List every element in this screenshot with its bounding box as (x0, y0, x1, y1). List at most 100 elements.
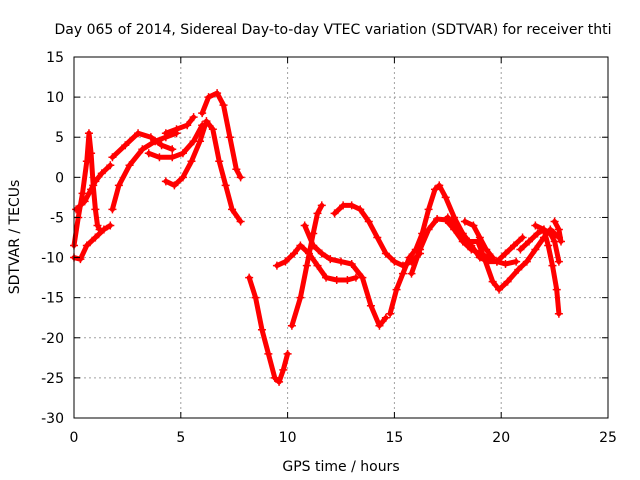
data-point (287, 321, 296, 330)
y-tick-label: 5 (55, 130, 64, 146)
data-point (204, 93, 213, 102)
data-point (302, 261, 311, 270)
data-point (76, 255, 85, 264)
data-point (390, 257, 399, 266)
data-point (236, 217, 245, 226)
data-point (219, 101, 228, 110)
series-line (302, 223, 389, 329)
data-point (213, 89, 222, 98)
data-point (522, 257, 531, 266)
series-arc-8 (161, 113, 198, 138)
data-point (221, 181, 230, 190)
chart-title: Day 065 of 2014, Sidereal Day-to-day VTE… (55, 22, 612, 38)
data-point (157, 141, 166, 150)
data-point (82, 157, 91, 166)
data-point (270, 373, 279, 382)
x-axis-label: GPS time / hours (282, 459, 399, 475)
data-point (343, 276, 352, 285)
data-point (430, 185, 439, 194)
data-point (531, 221, 540, 230)
data-point (514, 265, 523, 274)
data-point (548, 261, 557, 270)
data-point (125, 161, 134, 170)
y-tick-label: -25 (41, 371, 64, 387)
data-point (435, 181, 444, 190)
y-tick-label: 15 (46, 50, 64, 66)
data-point (356, 205, 365, 214)
data-point (232, 165, 241, 174)
data-point (317, 249, 326, 258)
data-point (272, 261, 281, 270)
data-point (554, 309, 563, 318)
data-point (501, 259, 510, 268)
data-point (460, 217, 469, 226)
data-point (326, 255, 335, 264)
data-point (196, 137, 205, 146)
series-line (246, 275, 291, 385)
data-point (454, 225, 463, 234)
data-point (375, 321, 384, 330)
series-arc-18 (460, 217, 497, 262)
data-point (296, 241, 305, 250)
series-line (73, 162, 113, 212)
data-point (501, 249, 510, 258)
data-point (337, 257, 345, 266)
data-point (424, 205, 433, 214)
data-point (322, 273, 331, 282)
data-point (189, 113, 198, 122)
data-point (398, 269, 407, 278)
series-arc-9 (198, 89, 245, 182)
plot-frame (73, 56, 609, 419)
series-arc-2 (70, 221, 115, 264)
series-line (274, 243, 359, 283)
data-point (91, 177, 100, 186)
data-point (146, 133, 155, 142)
data-point (554, 225, 563, 234)
data-point (138, 145, 147, 154)
data-point (208, 125, 217, 134)
series-line (71, 223, 113, 262)
data-point (168, 153, 177, 162)
x-tick-label: 0 (70, 430, 79, 446)
data-point (407, 269, 416, 278)
data-point (475, 233, 484, 242)
data-point (257, 325, 266, 334)
data-point (358, 273, 367, 282)
x-tick-label: 15 (385, 430, 403, 446)
data-point (170, 181, 179, 190)
data-point (198, 109, 207, 118)
data-point (366, 301, 375, 310)
data-point (172, 125, 181, 134)
series-arc-10 (245, 273, 292, 386)
data-point (313, 209, 322, 218)
series-line (387, 182, 526, 317)
y-tick-label: -10 (41, 251, 64, 267)
data-point (317, 201, 326, 210)
data-point (381, 313, 390, 322)
data-point (373, 233, 382, 242)
x-tick-label: 20 (492, 430, 510, 446)
series-arc-6 (144, 121, 207, 162)
data-point (392, 285, 401, 294)
data-point (275, 377, 284, 386)
data-point (183, 121, 192, 130)
data-point (330, 209, 339, 218)
data-point (524, 237, 533, 246)
y-tick-label: -15 (41, 291, 64, 307)
data-point (144, 149, 153, 158)
data-point (283, 349, 292, 358)
grid-lines (74, 57, 608, 418)
data-point (364, 217, 373, 226)
data-point (281, 257, 290, 266)
data-point (80, 197, 89, 206)
data-point (264, 349, 273, 358)
y-tick-label: -20 (41, 331, 64, 347)
data-point (99, 225, 108, 234)
series-arc-12 (287, 201, 326, 330)
data-point (236, 173, 245, 182)
series-line (163, 114, 197, 136)
data-point (87, 185, 96, 194)
x-tick-label: 25 (599, 430, 617, 446)
data-point (469, 221, 478, 230)
